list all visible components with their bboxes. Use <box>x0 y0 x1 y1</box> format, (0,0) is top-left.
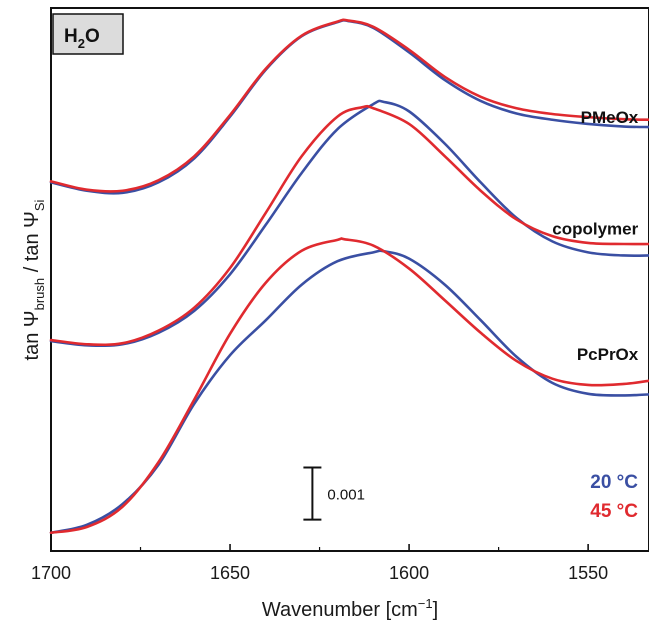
x-axis-ticks: 1700 1650 1600 1550 <box>31 544 608 583</box>
series-line-pmeox-20-c <box>49 18 649 195</box>
x-tick-label-1650: 1650 <box>210 563 250 583</box>
scale-bar: 0.001 <box>303 466 365 521</box>
scale-bar-label: 0.001 <box>327 487 365 504</box>
h2o-badge: H2O <box>52 13 124 55</box>
legend-entry-45c: 45 °C <box>590 501 638 522</box>
plot-frame <box>50 7 649 552</box>
series-line-copolymer-45-c <box>49 104 649 347</box>
series-line-pmeox-45-c <box>49 18 649 193</box>
x-tick-label-1550: 1550 <box>568 563 608 583</box>
curve-label-pcprox: PcPrOx <box>577 345 639 364</box>
series-group <box>49 18 649 535</box>
curve-label-copolymer: copolymer <box>552 220 638 239</box>
curve-label-pmeox: PMeOx <box>581 108 639 127</box>
legend-entry-20c: 20 °C <box>590 472 638 493</box>
series-line-copolymer-20-c <box>49 99 649 348</box>
series-line-pcprox-45-c <box>49 237 649 535</box>
h2o-badge-label: H2O <box>64 26 100 51</box>
x-tick-label-1600: 1600 <box>389 563 429 583</box>
series-line-pcprox-20-c <box>49 249 649 535</box>
curve-labels: PMeOx copolymer PcPrOx <box>552 108 639 364</box>
x-axis-title: Wavenumber [cm−1] <box>262 596 438 621</box>
y-axis-title: tan Ψbrush / tan ΨSi <box>21 199 47 360</box>
legend: 20 °C 45 °C <box>590 472 638 522</box>
h2o-badge-box <box>52 13 124 55</box>
x-tick-label-1700: 1700 <box>31 563 71 583</box>
